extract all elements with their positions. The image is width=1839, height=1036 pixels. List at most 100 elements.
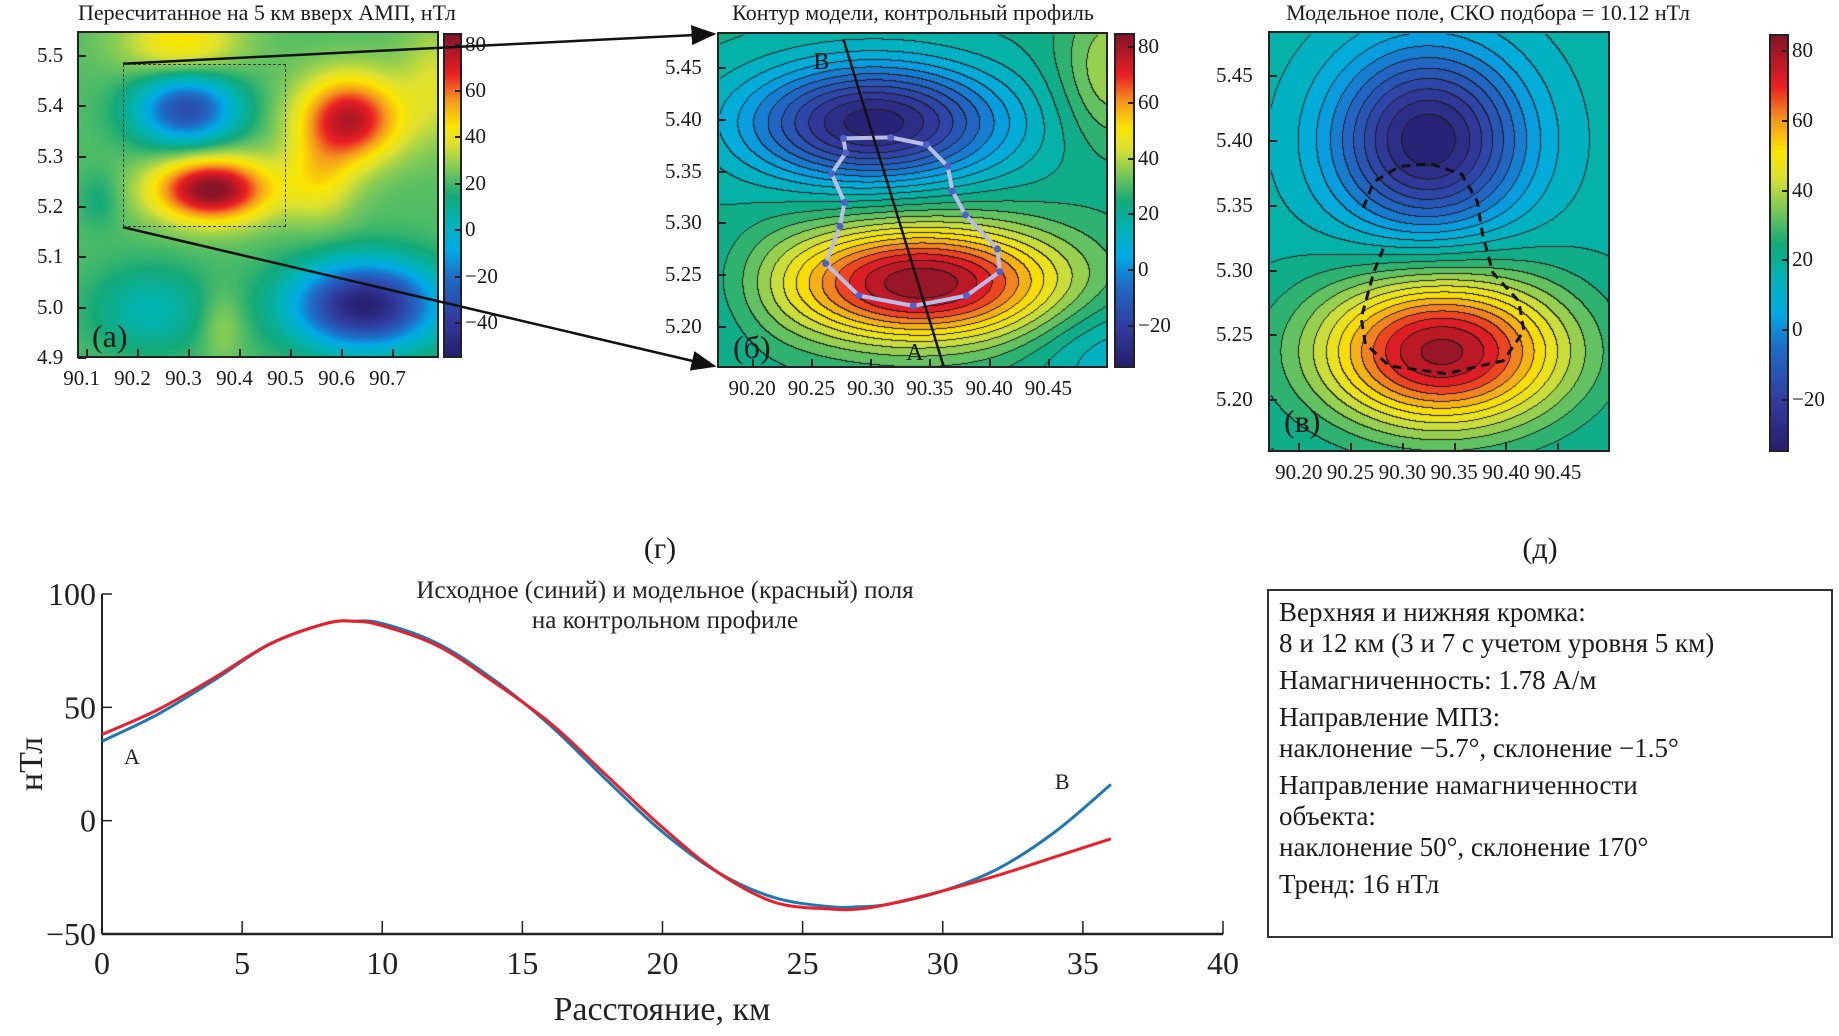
panel-c-colorbar — [1769, 34, 1789, 452]
y-tick-mark — [78, 357, 86, 359]
colorbar-tick-mark — [455, 322, 462, 325]
x-tick-mark — [290, 349, 293, 357]
model-vertex — [963, 292, 971, 300]
x-tick-label: 35 — [1067, 945, 1099, 981]
info-line: Тренд: 16 нТл — [1279, 869, 1440, 899]
y-tick-label: 50 — [64, 689, 96, 725]
x-tick-label: 90.30 — [847, 376, 895, 400]
y-tick-mark — [718, 67, 726, 70]
colorbar-tick-mark — [1128, 213, 1135, 216]
info-group: Направление намагниченности объекта: накло… — [1279, 770, 1821, 863]
x-tick-mark — [1401, 443, 1404, 451]
colorbar-tick-label: 20 — [465, 170, 486, 195]
colorbar-tick-mark — [1782, 329, 1789, 332]
x-tick-label: 40 — [1207, 945, 1239, 981]
model-vertex — [922, 141, 930, 149]
x-tick-label: 90.3 — [165, 366, 202, 390]
x-tick-mark — [1453, 443, 1456, 451]
colorbar-tick-mark — [455, 136, 462, 139]
panel-b-field-canvas — [719, 34, 1106, 366]
x-tick-mark — [810, 359, 813, 367]
colorbar-tick-label: −20 — [465, 263, 498, 288]
y-tick-mark — [718, 118, 726, 121]
y-tick-mark — [1269, 75, 1277, 78]
model-vertex — [836, 222, 844, 230]
colorbar-tick-label: 20 — [1138, 201, 1159, 226]
y-tick-mark — [78, 55, 86, 58]
model-vertex — [855, 292, 863, 300]
colorbar-tick-mark — [1128, 325, 1135, 328]
y-tick-mark — [718, 170, 726, 173]
x-tick-label: 90.45 — [1024, 376, 1072, 400]
model-vertex — [887, 133, 895, 141]
panel-c-label: (в) — [1284, 403, 1321, 439]
colorbar-tick-mark — [1782, 50, 1789, 53]
model-parameters-box: Верхняя и нижняя кромка: 8 и 12 км (3 и 7… — [1267, 589, 1833, 938]
panel-a-colorbar — [443, 33, 462, 358]
profile-label-a: А — [906, 340, 924, 366]
info-figure-label: (д) — [1522, 532, 1558, 565]
profile-figure-label: (г) — [643, 532, 677, 565]
y-tick-label: 5.45 — [1216, 63, 1253, 88]
colorbar-tick-label: 80 — [1792, 38, 1813, 63]
panel-a-label: (а) — [92, 318, 128, 354]
model-vertex — [839, 134, 847, 142]
model-vertex — [961, 211, 969, 219]
chart-title-line2: на контрольном профиле — [532, 607, 798, 634]
colorbar-tick-label: 20 — [1792, 247, 1813, 272]
info-line: Направление МПЗ: — [1279, 702, 1501, 732]
info-line: Направление намагниченности — [1279, 770, 1638, 800]
x-tick-label: 90.20 — [1275, 460, 1323, 484]
model-vertex — [993, 245, 1001, 253]
panel-c-contour-map: (в) — [1268, 31, 1610, 452]
info-line: наклонение −5.7°, склонение −1.5° — [1279, 733, 1679, 763]
model-vertex — [842, 149, 850, 157]
colorbar-tick-mark — [1128, 157, 1135, 160]
colorbar-tick-mark — [1128, 101, 1135, 104]
x-tick-label: 90.1 — [63, 366, 100, 390]
model-vertex — [948, 187, 956, 195]
colorbar-tick-mark — [455, 43, 462, 46]
colorbar-tick-label: 0 — [1138, 257, 1149, 282]
y-tick-label: 100 — [48, 576, 96, 612]
colorbar-tick-label: 40 — [465, 124, 486, 149]
x-tick-label: 20 — [647, 945, 679, 981]
x-tick-label: 5 — [234, 945, 250, 981]
x-tick-label: 90.25 — [787, 376, 836, 400]
y-tick-label: 0 — [80, 803, 96, 839]
y-tick-mark — [1269, 399, 1277, 402]
x-tick-label: 90.25 — [1326, 460, 1375, 484]
colorbar-tick-label: 60 — [465, 78, 486, 103]
x-tick-label: 90.5 — [267, 366, 304, 390]
panel-c-overlay — [1359, 162, 1526, 376]
x-tick-mark — [1349, 443, 1352, 451]
x-tick-label: 90.35 — [1430, 460, 1478, 484]
colorbar-tick-label: 60 — [1138, 89, 1159, 114]
y-tick-label: −50 — [46, 916, 96, 952]
colorbar-tick-label: 80 — [465, 31, 486, 56]
y-tick-mark — [718, 222, 726, 225]
colorbar-tick-label: −20 — [1138, 313, 1171, 338]
colorbar-tick-label: 40 — [1792, 177, 1813, 202]
colorbar-tick-mark — [455, 229, 462, 232]
zoom-region-box — [122, 63, 287, 228]
panel-a-title: Пересчитанное на 5 км вверх АМП, нТл — [78, 0, 456, 25]
panel-c-field-canvas — [1270, 33, 1608, 450]
y-tick-label: 5.40 — [1216, 128, 1253, 153]
colorbar-tick-mark — [455, 182, 462, 185]
x-tick-label: 0 — [94, 945, 110, 981]
colorbar-tick-mark — [455, 90, 462, 93]
panel-b-overlay: АВ — [813, 38, 1004, 366]
colorbar-tick-label: 0 — [1792, 317, 1803, 342]
x-tick-mark — [929, 359, 932, 367]
info-group: Тренд: 16 нТл — [1279, 869, 1821, 900]
model-vertex — [944, 162, 952, 170]
x-tick-label: 15 — [506, 945, 538, 981]
x-tick-mark — [1557, 443, 1560, 451]
colorbar-tick-label: 60 — [1792, 108, 1813, 133]
model-vertex — [841, 199, 849, 207]
info-group: Верхняя и нижняя кромка: 8 и 12 км (3 и 7… — [1279, 597, 1821, 659]
x-tick-label: 90.2 — [114, 366, 151, 390]
control-profile-line — [842, 38, 945, 366]
x-tick-label: 90.45 — [1534, 460, 1582, 484]
